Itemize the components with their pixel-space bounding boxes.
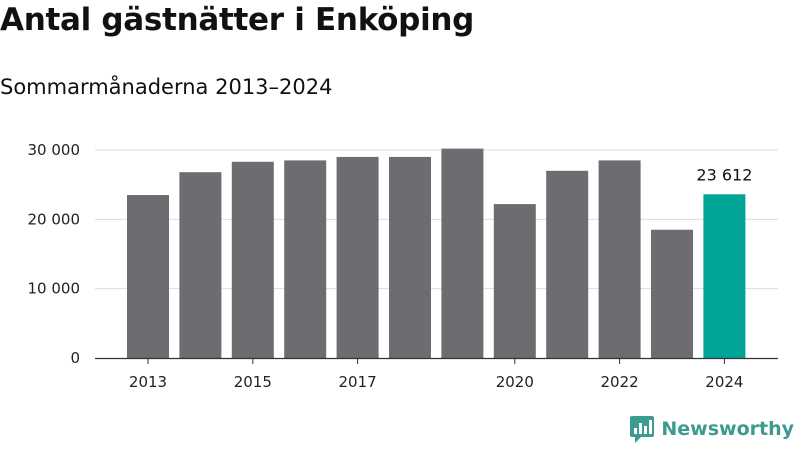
bar [284, 160, 327, 358]
newsworthy-logo: Newsworthy [629, 414, 794, 444]
x-tick-label: 2022 [601, 373, 639, 391]
y-tick-label: 10 000 [28, 280, 81, 298]
bar [493, 204, 536, 358]
x-tick-label: 2020 [496, 373, 534, 391]
chart-subtitle: Sommarmånaderna 2013–2024 [0, 75, 333, 99]
x-tick-label: 2024 [705, 373, 743, 391]
newsworthy-icon [630, 416, 655, 443]
bar [231, 161, 274, 358]
bar [389, 156, 431, 358]
bar [546, 170, 589, 358]
logo-text: Newsworthy [661, 418, 794, 440]
bar [703, 194, 746, 358]
x-tick-label: 2017 [339, 373, 377, 391]
x-tick-label: 2013 [129, 373, 167, 391]
chart-title: Antal gästnätter i Enköping [0, 2, 475, 38]
bar [598, 160, 641, 358]
bar [441, 148, 484, 358]
bar [651, 229, 693, 358]
y-tick-label: 20 000 [28, 210, 81, 228]
x-tick-label: 2015 [234, 373, 272, 391]
bar [336, 156, 379, 358]
data-label: 23 612 [696, 165, 752, 184]
y-tick-label: 30 000 [28, 141, 81, 159]
bar [179, 172, 222, 358]
y-tick-label: 0 [70, 349, 80, 367]
bar [127, 195, 169, 358]
